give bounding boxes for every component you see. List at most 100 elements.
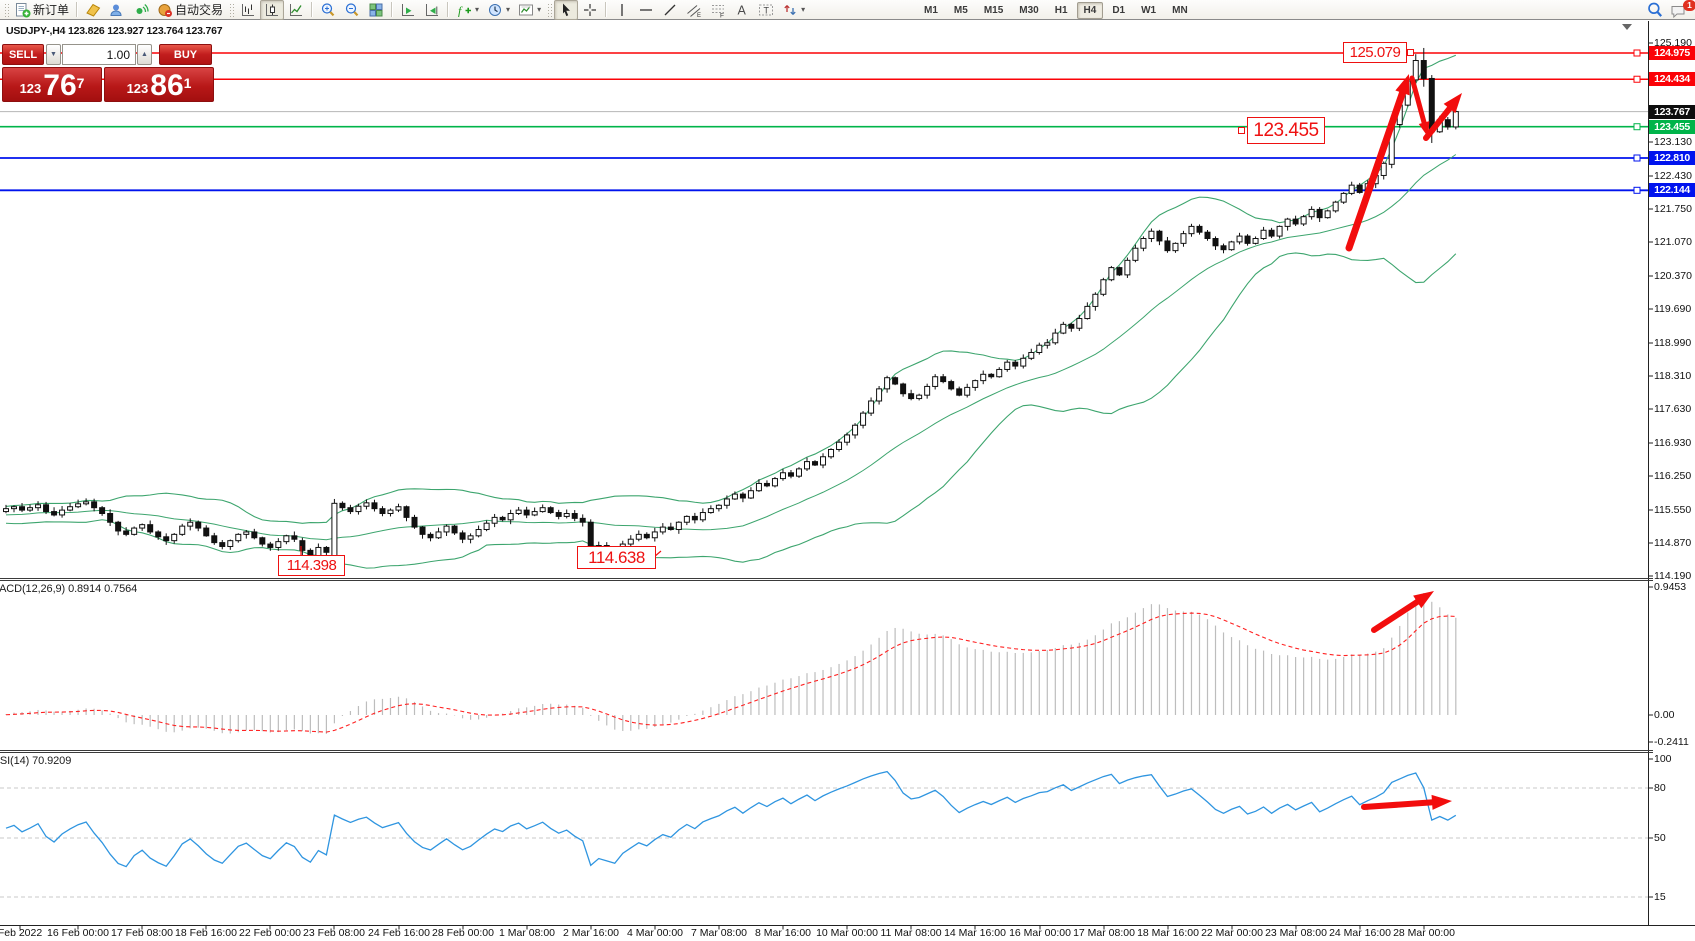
timeframe-button-w1[interactable]: W1 bbox=[1141, 4, 1157, 16]
auto-scroll-button[interactable] bbox=[396, 0, 420, 20]
buy-button[interactable]: BUY bbox=[159, 44, 212, 65]
fibonacci-button[interactable]: F bbox=[706, 0, 730, 20]
volume-increase-button[interactable]: ▲ bbox=[137, 44, 152, 65]
text-icon: A bbox=[734, 2, 750, 18]
toolbar-grip bbox=[229, 2, 235, 17]
price-annotation-label[interactable]: 123.455 bbox=[1247, 117, 1325, 144]
price-axis-badge: 123.767 bbox=[1649, 105, 1695, 119]
candlestick-chart-icon bbox=[264, 2, 280, 18]
timeframe-button-h1[interactable]: H1 bbox=[1054, 4, 1068, 16]
bar-chart-button[interactable] bbox=[236, 0, 260, 20]
svg-text:F: F bbox=[720, 12, 724, 18]
price-axis-tick: 118.990 bbox=[1654, 337, 1692, 349]
trendline-button[interactable] bbox=[658, 0, 682, 20]
buy-price-panel[interactable]: 123 86 1 bbox=[104, 67, 214, 102]
price-annotation-label[interactable]: 114.398 bbox=[278, 555, 345, 576]
new-order-button[interactable]: 新订单 bbox=[11, 0, 73, 20]
x-axis-date-label: 17 Feb 08:00 bbox=[111, 927, 173, 939]
templates-button[interactable]: ▾ bbox=[514, 0, 545, 20]
timeframe-button-d1[interactable]: D1 bbox=[1112, 4, 1126, 16]
auto-scroll-icon bbox=[400, 2, 416, 18]
sell-button[interactable]: SELL bbox=[2, 44, 44, 65]
auto-trading-button[interactable]: 自动交易 bbox=[153, 0, 227, 20]
price-axis-tick: 121.750 bbox=[1654, 203, 1692, 215]
separator bbox=[447, 2, 450, 17]
separator bbox=[311, 2, 314, 17]
x-axis-date-label: 10 Mar 00:00 bbox=[816, 927, 878, 939]
favorites-icon bbox=[85, 2, 101, 18]
x-axis-date-label: 18 Mar 16:00 bbox=[1137, 927, 1199, 939]
dropdown-caret: ▾ bbox=[537, 5, 542, 14]
signals-button[interactable] bbox=[129, 0, 153, 20]
dropdown-caret: ▾ bbox=[801, 5, 806, 14]
timeframe-button-m30[interactable]: M30 bbox=[1019, 4, 1039, 16]
x-axis-date-label: 22 Feb 00:00 bbox=[239, 927, 301, 939]
x-axis-date-label: 23 Mar 08:00 bbox=[1265, 927, 1327, 939]
cursor-button[interactable] bbox=[554, 0, 579, 20]
vertical-line-icon bbox=[614, 2, 630, 18]
rsi-axis-value: 50 bbox=[1654, 832, 1666, 844]
tile-windows-button[interactable] bbox=[364, 0, 388, 20]
zoom-out-icon bbox=[344, 2, 360, 18]
rsi-axis-value: 80 bbox=[1654, 782, 1666, 794]
chart-shift-button[interactable] bbox=[420, 0, 444, 20]
zoom-in-button[interactable] bbox=[316, 0, 340, 20]
crosshair-button[interactable] bbox=[578, 0, 602, 20]
vertical-line-button[interactable] bbox=[610, 0, 634, 20]
price-axis-tick: 114.190 bbox=[1654, 570, 1692, 582]
price-axis-tick: 123.130 bbox=[1654, 136, 1692, 148]
line-chart-button[interactable] bbox=[284, 0, 308, 20]
toolbar-grip[interactable] bbox=[4, 2, 9, 17]
toolbar-right: 1 bbox=[1646, 0, 1695, 20]
price-axis-badge: 124.434 bbox=[1649, 72, 1695, 86]
zoom-out-button[interactable] bbox=[340, 0, 364, 20]
price-axis-tick: 116.930 bbox=[1654, 437, 1692, 449]
arrow-objects-icon bbox=[782, 2, 798, 18]
sell-price-big: 76 bbox=[43, 69, 77, 102]
timeframe-button-mn[interactable]: MN bbox=[1172, 4, 1188, 16]
price-axis-tick: 119.690 bbox=[1654, 303, 1692, 315]
dropdown-caret: ▾ bbox=[475, 5, 480, 14]
x-axis-date-label: 8 Mar 16:00 bbox=[754, 927, 812, 939]
timeframe-button-m5[interactable]: M5 bbox=[953, 4, 968, 16]
price-annotation-label[interactable]: 125.079 bbox=[1343, 42, 1407, 63]
clock-icon bbox=[487, 2, 503, 18]
x-axis-date-label: 2 Mar 16:00 bbox=[562, 927, 620, 939]
indicators-icon: f bbox=[456, 2, 472, 18]
community-button[interactable] bbox=[105, 0, 129, 20]
favorites-button[interactable] bbox=[81, 0, 105, 20]
auto-trading-icon bbox=[157, 2, 173, 18]
macd-label: MACD(12,26,9) 0.8914 0.7564 bbox=[0, 583, 138, 595]
channel-button[interactable]: E bbox=[682, 0, 706, 20]
search-icon[interactable] bbox=[1646, 1, 1664, 19]
volume-decrease-button[interactable]: ▼ bbox=[46, 44, 61, 65]
chart-shift-icon bbox=[424, 2, 440, 18]
timeframe-button-h4[interactable]: H4 bbox=[1076, 1, 1104, 19]
arrows-button[interactable]: ▾ bbox=[778, 0, 809, 20]
zoom-in-icon bbox=[320, 2, 336, 18]
templates-icon bbox=[518, 2, 534, 18]
volume-input[interactable] bbox=[62, 44, 136, 65]
toolbar-grip bbox=[547, 2, 553, 17]
candlestick-chart-button[interactable] bbox=[260, 0, 285, 20]
periods-button[interactable]: ▾ bbox=[483, 0, 514, 20]
timeframe-button-m15[interactable]: M15 bbox=[983, 4, 1004, 16]
price-annotation-label[interactable]: 114.638 bbox=[577, 546, 656, 569]
price-axis-badge: 122.144 bbox=[1649, 183, 1695, 197]
signals-icon bbox=[133, 2, 149, 18]
text-button[interactable]: A bbox=[730, 0, 754, 20]
trendline-icon bbox=[662, 2, 678, 18]
line-chart-icon bbox=[288, 2, 304, 18]
notifications-button[interactable]: 1 bbox=[1670, 0, 1695, 19]
price-axis-tick: 118.310 bbox=[1654, 370, 1692, 382]
x-axis-date-label: 11 Mar 08:00 bbox=[880, 927, 942, 939]
sell-price-panel[interactable]: 123 76 7 bbox=[2, 67, 102, 102]
horizontal-line-button[interactable] bbox=[634, 0, 658, 20]
text-label-button[interactable]: T bbox=[754, 0, 778, 20]
price-axis-tick: 116.250 bbox=[1654, 470, 1692, 482]
timeframe-button-m1[interactable]: M1 bbox=[924, 4, 938, 16]
indicators-button[interactable]: f ▾ bbox=[452, 0, 483, 20]
x-axis-date-label: 22 Mar 00:00 bbox=[1201, 927, 1263, 939]
x-axis-date-label: 16 Mar 00:00 bbox=[1009, 927, 1071, 939]
